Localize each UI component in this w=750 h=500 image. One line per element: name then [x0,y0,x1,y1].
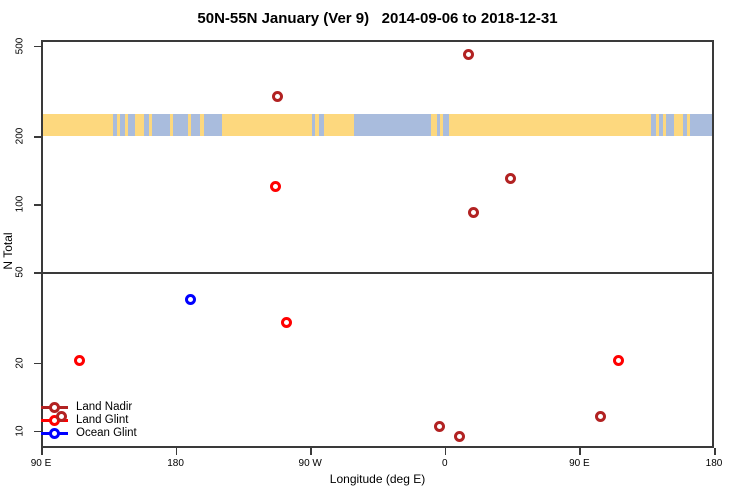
data-point-land-nadir [594,410,606,422]
y-tick-label: 10 [14,425,26,437]
y-tick-label: 20 [14,357,26,369]
data-point-land-nadir [454,431,466,443]
data-point-ocean-glint [185,293,197,305]
x-axis-label: Longitude (deg E) [329,472,426,486]
x-tick-mark [444,448,447,455]
reference-line-50 [41,272,714,274]
land-band-segment [199,114,204,137]
y-tick-mark [34,136,41,138]
x-tick-label: 0 [442,458,448,469]
data-point-land-nadir [271,90,283,102]
land-band-segment [431,114,438,137]
data-point-land-nadir [56,410,68,422]
legend-label: Ocean Glint [76,427,137,439]
y-tick-label: 100 [14,195,26,213]
y-tick-mark [34,45,41,48]
x-tick-label: 90 E [569,458,590,469]
legend-marker-circle [49,402,60,413]
x-tick-label: 180 [167,458,184,469]
land-band-segment [440,114,444,137]
data-point-land-glint [612,354,624,366]
legend: Land Nadir Land Glint Ocean Glint [41,401,137,440]
land-band-segment [169,114,173,137]
land-band-segment [449,114,652,137]
x-tick-label: 90 W [298,458,322,469]
x-tick-label: 90 E [30,458,52,469]
x-tick-mark [175,448,178,455]
data-point-land-glint [74,354,86,366]
y-tick-mark [34,204,41,206]
x-tick-mark [714,448,716,455]
data-point-land-nadir [434,420,446,432]
land-band-segment [655,114,659,137]
x-tick-mark [310,448,312,455]
y-axis-label: N Total [1,232,15,270]
x-tick-label: 180 [705,458,723,469]
land-band-segment [687,114,691,137]
land-band-segment [221,114,312,137]
land-band-segment [673,114,683,137]
y-tick-mark [34,272,41,274]
data-point-land-nadir [463,48,475,60]
data-point-land-nadir [467,206,479,218]
data-point-land-nadir [505,172,517,184]
legend-item: Land Glint [41,414,137,427]
legend-label: Land Nadir [76,401,133,413]
legend-marker-circle [49,428,60,439]
land-band-segment [323,114,354,137]
x-tick-mark [41,448,43,455]
land-band-segment [148,114,152,137]
legend-item: Land Nadir [41,401,137,414]
y-tick-label: 50 [14,266,26,279]
land-band-segment [135,114,145,137]
land-band-segment [314,114,320,137]
data-point-land-glint [280,317,292,329]
land-band-segment [117,114,121,137]
land-band-segment [124,114,128,137]
y-tick-mark [34,362,41,365]
y-tick-mark [34,430,41,433]
land-band-segment [41,114,113,137]
y-tick-label: 200 [14,127,26,145]
x-tick-mark [579,448,581,455]
data-point-land-glint [269,180,281,192]
chart-title: 50N-55N January (Ver 9) 2014-09-06 to 20… [197,10,558,27]
legend-marker-line [41,402,68,413]
legend-label: Land Glint [76,414,129,426]
land-band-segment [663,114,667,137]
legend-marker-line [41,428,68,439]
y-tick-label: 500 [14,37,26,55]
plot-border [41,40,714,448]
legend-item: Ocean Glint [41,427,137,440]
land-band-segment [187,114,191,137]
